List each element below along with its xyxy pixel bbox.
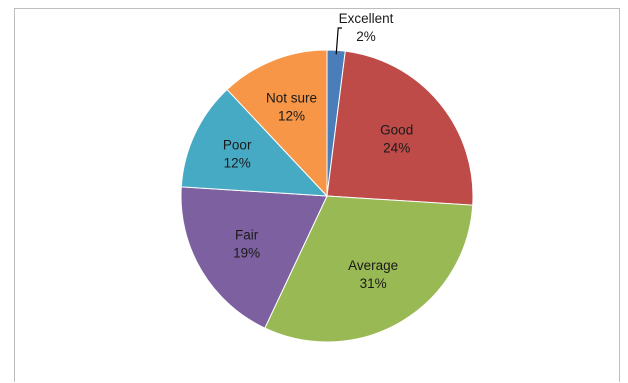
slice-value-excellent: 2%: [356, 29, 376, 44]
leader-lines: [335, 27, 342, 55]
slice-value-average: 31%: [360, 276, 387, 291]
slice-label-poor: Poor: [223, 138, 252, 153]
pie-slice-not-sure: [226, 49, 328, 198]
slice-label-not-sure: Not sure: [266, 90, 317, 105]
pie-slice-good: [326, 50, 474, 206]
pie-slice-poor: [180, 88, 329, 197]
slice-value-not-sure: 12%: [278, 108, 305, 123]
slice-value-good: 24%: [383, 140, 410, 155]
slice-value-fair: 19%: [233, 246, 260, 261]
pie-slice-fair: [180, 186, 328, 329]
pie-slices: [180, 49, 474, 343]
slice-label-fair: Fair: [235, 228, 259, 243]
slice-label-good: Good: [380, 122, 413, 137]
leader-line-excellent: [335, 27, 342, 55]
slice-labels: Excellent 2% Good 24% Average 31% Fair 19% Poor 1…: [223, 11, 413, 291]
slice-label-average: Average: [348, 258, 398, 273]
slice-value-poor: 12%: [224, 156, 251, 171]
slice-label-excellent: Excellent: [339, 11, 394, 26]
pie-slice-average: [264, 195, 474, 343]
